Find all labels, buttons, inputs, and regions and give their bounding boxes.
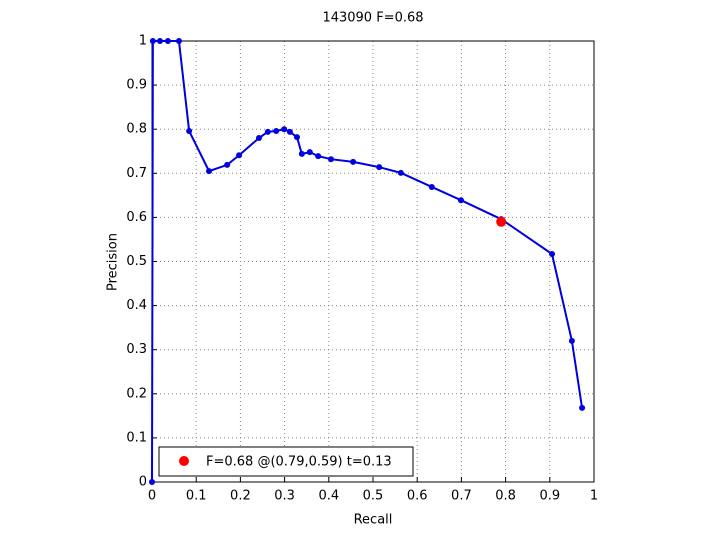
point [397, 169, 404, 176]
legend-label: F=0.68 @(0.79,0.59) t=0.13 [206, 455, 392, 470]
point [149, 38, 156, 44]
x-tick-label: 0.1 [186, 489, 207, 504]
x-tick-label: 0.4 [318, 489, 339, 504]
x-tick-label: 0.5 [363, 489, 384, 504]
y-tick-label: 0.6 [126, 210, 147, 225]
point [376, 164, 383, 171]
point [298, 150, 305, 157]
point [281, 126, 288, 133]
point [579, 404, 586, 411]
y-tick-label: 0.8 [126, 122, 147, 137]
y-tick-label: 0.7 [126, 166, 147, 181]
point [428, 183, 435, 190]
point [457, 197, 464, 204]
chart-title: 143090 F=0.68 [322, 11, 423, 26]
x-tick-label: 0.8 [495, 489, 516, 504]
y-tick-label: 1 [139, 34, 147, 49]
y-axis-label: Precision [106, 233, 121, 291]
y-tick-label: 0.2 [126, 386, 147, 401]
point [306, 149, 313, 156]
x-tick-label: 0.9 [539, 489, 560, 504]
y-tick-label: 0.5 [126, 254, 147, 269]
legend-marker [179, 456, 189, 466]
x-tick-label: 0.2 [230, 489, 251, 504]
y-tick-label: 0.3 [126, 342, 147, 357]
point [255, 135, 262, 142]
point [350, 158, 357, 165]
point [206, 168, 213, 175]
point [149, 479, 155, 485]
legend-box [158, 446, 414, 477]
x-tick-label: 0.7 [451, 489, 472, 504]
y-tick-label: 0.4 [126, 298, 147, 313]
point [549, 251, 556, 258]
y-tick-label: 0.9 [126, 78, 147, 93]
point [264, 128, 271, 135]
best-point [496, 216, 507, 227]
point [156, 38, 163, 44]
x-tick-label: 0 [148, 489, 156, 504]
point [186, 127, 193, 134]
x-axis-label: Recall [354, 513, 393, 528]
point [315, 153, 322, 160]
point [236, 152, 243, 159]
point [293, 134, 300, 141]
series-line [151, 40, 584, 483]
x-tick-label: 0.6 [407, 489, 428, 504]
point [224, 161, 231, 168]
point [273, 127, 280, 134]
x-tick-label: 1 [590, 489, 598, 504]
point [164, 38, 171, 44]
point [286, 128, 293, 135]
x-tick-label: 0.3 [274, 489, 295, 504]
point [175, 38, 182, 44]
point [328, 156, 335, 163]
point [568, 337, 575, 344]
y-tick-label: 0.1 [126, 430, 147, 445]
y-tick-label: 0 [139, 475, 147, 490]
